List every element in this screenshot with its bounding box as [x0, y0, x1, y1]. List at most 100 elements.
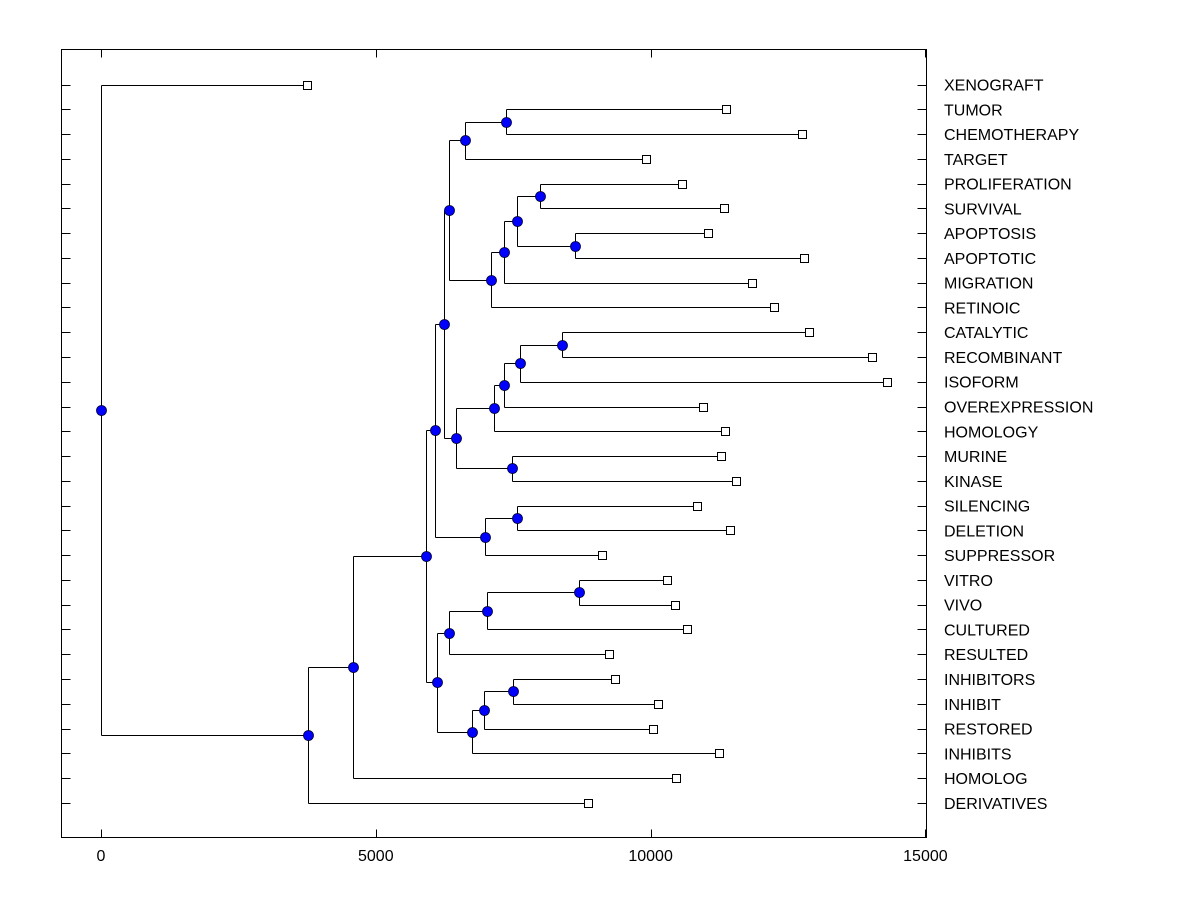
leaf-marker — [642, 155, 651, 164]
leaf-marker — [663, 576, 672, 585]
leaf-label: HOMOLOG — [944, 771, 1028, 788]
leaf-marker — [672, 774, 681, 783]
leaf-label: VIVO — [944, 598, 982, 615]
leaf-label: DERIVATIVES — [944, 796, 1047, 813]
merge-node — [508, 686, 519, 697]
x-tick-label: 10000 — [628, 848, 673, 865]
leaf-label: MURINE — [944, 449, 1007, 466]
leaf-label: RESTORED — [944, 722, 1033, 739]
leaf-label: KINASE — [944, 474, 1003, 491]
leaf-label: INHIBITORS — [944, 672, 1035, 689]
leaf-marker — [722, 105, 731, 114]
merge-node — [499, 247, 510, 258]
leaf-label: DELETION — [944, 523, 1024, 540]
leaf-label: SUPPRESSOR — [944, 548, 1055, 565]
leaf-label: APOPTOTIC — [944, 251, 1036, 268]
merge-node — [444, 205, 455, 216]
merge-node — [499, 380, 510, 391]
merge-node — [432, 677, 443, 688]
leaf-label: TARGET — [944, 152, 1008, 169]
leaf-marker — [717, 452, 726, 461]
leaf-marker — [611, 675, 620, 684]
leaf-label: XENOGRAFT — [944, 78, 1044, 95]
leaf-marker — [699, 403, 708, 412]
leaf-marker — [720, 204, 729, 213]
leaf-label: HOMOLOGY — [944, 424, 1039, 441]
leaf-labels: XENOGRAFT TUMOR CHEMOTHERAPY TARGET PROLIFER… — [944, 78, 1093, 813]
leaf-label: OVEREXPRESSION — [944, 400, 1093, 417]
merge-node — [512, 216, 523, 227]
leaf-marker — [584, 799, 593, 808]
leaf-label: RETINOIC — [944, 300, 1020, 317]
plot-frame — [61, 49, 927, 838]
leaf-label: APOPTOSIS — [944, 226, 1036, 243]
leaf-marker — [715, 749, 724, 758]
x-tick-label: 5000 — [358, 848, 394, 865]
leaf-marker — [671, 601, 680, 610]
leaf-marker — [805, 328, 814, 337]
merge-node — [515, 358, 526, 369]
merge-node — [451, 433, 462, 444]
leaf-label: ISOFORM — [944, 375, 1019, 392]
leaf-marker — [726, 526, 735, 535]
leaf-marker — [693, 502, 702, 511]
dendrogram-branches — [101, 85, 888, 804]
merge-node — [507, 463, 518, 474]
merge-node — [460, 135, 471, 146]
merge-node — [574, 587, 585, 598]
leaf-label: PROLIFERATION — [944, 177, 1072, 194]
leaf-label: INHIBITS — [944, 746, 1012, 763]
merge-node — [557, 340, 568, 351]
x-tick-label: 0 — [97, 848, 106, 865]
merge-node — [570, 241, 581, 252]
x-tick-label: 15000 — [903, 848, 948, 865]
merge-node — [489, 403, 500, 414]
merge-node — [486, 275, 497, 286]
leaf-label: SURVIVAL — [944, 201, 1022, 218]
merge-node — [535, 191, 546, 202]
leaf-marker — [704, 229, 713, 238]
leaf-marker — [732, 477, 741, 486]
leaf-label: CHEMOTHERAPY — [944, 127, 1079, 144]
merge-node — [479, 705, 490, 716]
leaf-marker — [721, 427, 730, 436]
leaf-marker — [800, 254, 809, 263]
merge-node — [480, 532, 491, 543]
leaf-marker — [868, 353, 877, 362]
merge-node — [439, 319, 450, 330]
leaf-marker — [654, 700, 663, 709]
leaf-marker — [748, 279, 757, 288]
merge-node — [512, 513, 523, 524]
leaf-marker — [883, 378, 892, 387]
merge-node — [467, 727, 478, 738]
leaf-label: VITRO — [944, 573, 993, 590]
leaf-label: MIGRATION — [944, 276, 1033, 293]
axis-ticks — [61, 49, 927, 838]
leaf-marker — [649, 725, 658, 734]
leaf-label: RESULTED — [944, 647, 1028, 664]
leaf-label: CULTURED — [944, 622, 1030, 639]
merge-node — [444, 628, 455, 639]
x-axis-tick-labels: 0 5000 10000 15000 — [97, 848, 948, 865]
leaf-marker — [303, 81, 312, 90]
leaf-label: RECOMBINANT — [944, 350, 1062, 367]
leaf-label: CATALYTIC — [944, 325, 1028, 342]
leaf-marker — [598, 551, 607, 560]
merge-node-markers — [96, 117, 585, 741]
merge-node — [421, 551, 432, 562]
leaf-marker — [770, 303, 779, 312]
leaf-marker — [798, 130, 807, 139]
leaf-marker — [678, 180, 687, 189]
leaf-label: INHIBIT — [944, 697, 1001, 714]
leaf-marker — [605, 650, 614, 659]
merge-node — [482, 606, 493, 617]
leaf-markers — [303, 81, 892, 808]
merge-node — [348, 662, 359, 673]
merge-node — [303, 730, 314, 741]
merge-node — [96, 405, 107, 416]
merge-node — [430, 425, 441, 436]
merge-node — [501, 117, 512, 128]
leaf-marker — [683, 625, 692, 634]
leaf-label: TUMOR — [944, 102, 1003, 119]
